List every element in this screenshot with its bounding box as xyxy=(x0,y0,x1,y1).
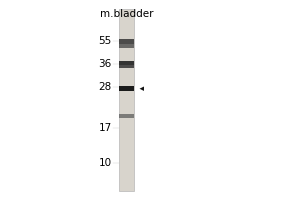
Bar xyxy=(119,39,134,44)
Bar xyxy=(119,86,134,91)
Text: 10: 10 xyxy=(99,158,112,168)
Bar xyxy=(119,114,134,118)
Text: 17: 17 xyxy=(98,123,112,133)
Text: 28: 28 xyxy=(98,82,112,92)
Text: m.bladder: m.bladder xyxy=(100,9,153,19)
Text: 36: 36 xyxy=(98,59,112,69)
Bar xyxy=(119,44,134,48)
Bar xyxy=(119,9,134,191)
Bar xyxy=(119,61,134,65)
Bar xyxy=(119,65,134,68)
Text: 55: 55 xyxy=(98,36,112,46)
